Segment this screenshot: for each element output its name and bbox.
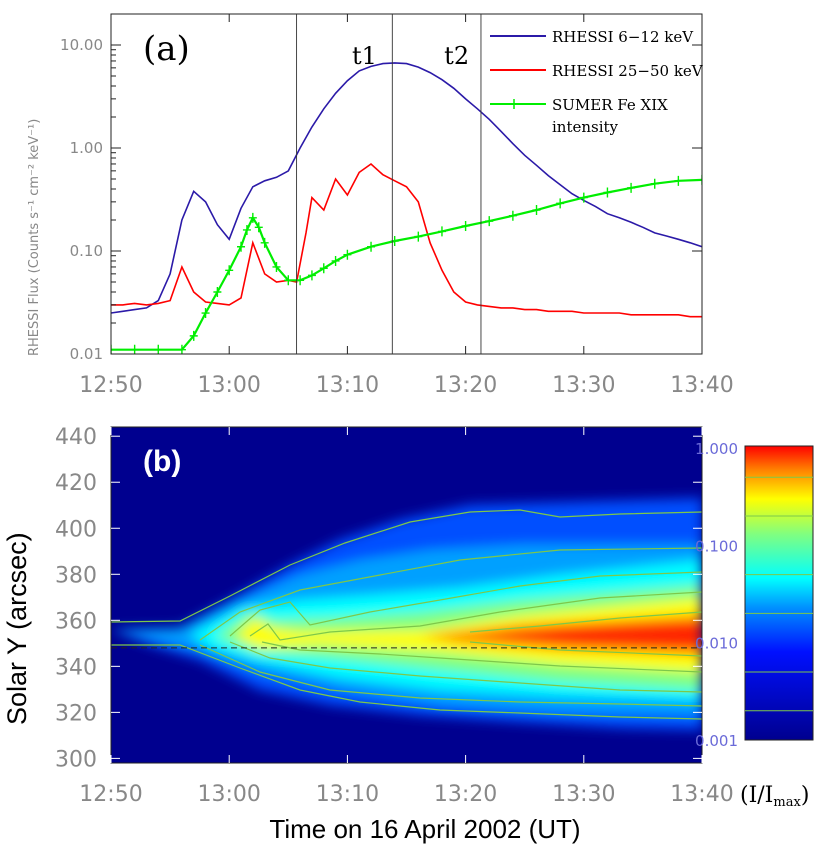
x-tick-label-a: 13:10 (316, 373, 379, 398)
x-tick-label-a: 12:50 (79, 373, 142, 398)
y-tick-label-b: 300 (55, 747, 97, 772)
series-point (284, 275, 293, 286)
panel-b: (b) Solar Y (arcsec) 12:50 13:00 13:10 13:2… (2, 425, 814, 844)
series-point (627, 182, 636, 193)
series-point (603, 187, 612, 198)
y-tick-label-b: 440 (55, 425, 97, 450)
panel-b-label: (b) (143, 445, 181, 478)
y-tick-label-b: 400 (55, 517, 97, 542)
series-point (201, 308, 210, 319)
x-tick-label-a: 13:00 (197, 373, 260, 398)
y-axis-label-b: Solar Y (arcsec) (2, 532, 32, 725)
series-point (260, 237, 269, 248)
y-tick-label-b: 380 (55, 563, 97, 588)
series-point (177, 344, 186, 354)
x-tick-label-b: 13:30 (552, 782, 615, 807)
panel-b-frame (110, 426, 703, 764)
series-point (532, 205, 541, 216)
series-point (319, 263, 328, 274)
series-point (254, 222, 263, 233)
series-point (248, 212, 257, 223)
series-point (461, 220, 470, 231)
series-point (437, 226, 446, 237)
x-tick-label-b: 13:20 (434, 782, 497, 807)
series-point (111, 344, 115, 354)
series-point (296, 275, 305, 286)
colorbar-tick-label: 1.000 (695, 440, 738, 458)
series-point (154, 344, 163, 354)
series-point (237, 241, 246, 252)
series-point (414, 231, 423, 242)
panel-a-frame (110, 13, 703, 355)
time-marker-label: t1 (352, 42, 377, 70)
series-point (213, 286, 222, 297)
y-tick-label-b: 320 (55, 701, 97, 726)
colorbar-tick-label: 0.100 (695, 537, 738, 555)
series-point (225, 265, 234, 276)
series-point (556, 198, 565, 209)
x-tick-label-a: 13:30 (552, 373, 615, 398)
series-point (130, 344, 139, 354)
series-point (331, 255, 340, 266)
series-point (485, 216, 494, 227)
series-line (111, 178, 702, 351)
series-point (698, 174, 702, 185)
series-point (650, 178, 659, 189)
colorbar-tick-label: 0.010 (695, 635, 738, 653)
series-point (508, 210, 517, 221)
series-point (307, 270, 316, 281)
y-tick-label-a: 1.00 (70, 139, 103, 157)
y-tick-label-b: 420 (55, 471, 97, 496)
series-line (111, 162, 702, 318)
legend: RHESSI 6−12 keV RHESSI 25−50 keV SUMER Fe … (490, 28, 704, 136)
legend-entry-label: RHESSI 6−12 keV (552, 28, 694, 46)
y-axis-label-a: RHESSI Flux (Counts s⁻¹ cm⁻² keV⁻¹) (27, 119, 42, 356)
series-line (111, 62, 702, 314)
time-marker-label: t2 (444, 42, 469, 70)
series-point (674, 175, 683, 186)
x-tick-label-b: 13:00 (197, 782, 260, 807)
legend-entry-label: SUMER Fe XIX (552, 96, 668, 114)
panel-a-label: (a) (143, 29, 190, 69)
y-tick-label-a: 0.01 (70, 345, 103, 363)
series-point (343, 249, 352, 260)
y-tick-label-b: 360 (55, 609, 97, 634)
series-point (242, 224, 251, 235)
legend-entry-label: intensity (552, 118, 619, 136)
x-tick-label-a: 13:40 (670, 373, 733, 398)
x-tick-label-b: 12:50 (79, 782, 142, 807)
series-point (579, 192, 588, 203)
y-tick-label-a: 0.10 (70, 242, 103, 260)
series-point (189, 330, 198, 341)
x-axis-label: Time on 16 April 2002 (UT) (269, 814, 580, 844)
y-tick-label-a: 10.00 (60, 36, 103, 54)
x-tick-label-b: 13:40 (670, 782, 733, 807)
y-tick-label-b: 340 (55, 655, 97, 680)
colorbar (744, 445, 814, 741)
colorbar-unit: (I/Imax) (740, 783, 809, 810)
contour-lines (111, 509, 702, 720)
panel-a: (a) t1 t2 RHESSI 6−12 keV RHESSI 25−50 keV… (27, 13, 734, 398)
series-point (272, 261, 281, 272)
x-tick-label-a: 13:20 (434, 373, 497, 398)
legend-entry-label: RHESSI 25−50 keV (552, 62, 704, 80)
series-point (367, 241, 376, 252)
colorbar-tick-label: 0.001 (695, 732, 738, 750)
x-tick-label-b: 13:10 (316, 782, 379, 807)
